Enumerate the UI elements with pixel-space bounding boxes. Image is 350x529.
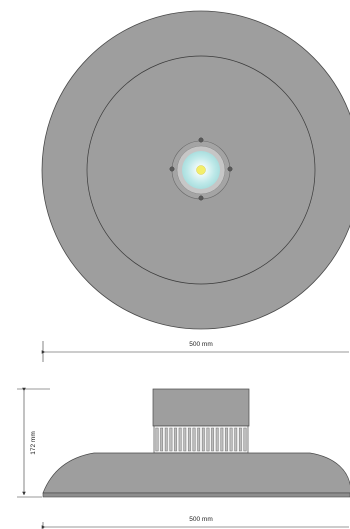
- height-dimension: 172 mm: [17, 387, 50, 498]
- screw-icon-right: [227, 166, 233, 172]
- heat-sink-fin: [238, 427, 242, 452]
- heat-sink-fin: [160, 427, 164, 452]
- heat-sink-fins: [155, 427, 247, 452]
- reflector-rim: [42, 492, 350, 498]
- heat-sink-fin: [192, 427, 196, 452]
- heat-sink-fin: [206, 427, 210, 452]
- width-dimension-bottom: 500 mm: [41, 516, 349, 529]
- width-dimension-top: 500 mm: [41, 341, 349, 362]
- heat-sink-fin: [183, 427, 187, 452]
- driver-housing: [152, 388, 250, 427]
- heat-sink-fin: [234, 427, 238, 452]
- heat-sink-fin: [174, 427, 177, 452]
- heat-sink-fin: [220, 427, 224, 452]
- heat-sink-fin: [201, 427, 205, 452]
- heat-sink-fin: [169, 427, 173, 452]
- heat-sink-fin: [155, 427, 159, 452]
- screw-icon-bottom: [198, 195, 204, 201]
- screw-icon-top: [198, 137, 204, 143]
- top-view-inner-ring: [86, 55, 316, 285]
- width-label-bottom: 500 mm: [189, 516, 212, 523]
- top-view: [41, 10, 350, 330]
- heat-sink-fin: [197, 427, 201, 452]
- side-view: [42, 388, 350, 498]
- heat-sink-fin: [225, 427, 228, 452]
- mounting-screws: [169, 137, 233, 201]
- height-label: 172 mm: [30, 431, 37, 454]
- heat-sink-fin: [211, 427, 214, 452]
- heat-sink-fin: [243, 427, 247, 452]
- reflector-dome: [42, 452, 350, 494]
- screw-icon-left: [169, 166, 175, 172]
- width-label-top: 500 mm: [189, 341, 212, 348]
- heat-sink-fin: [229, 427, 233, 452]
- heat-sink: [153, 425, 249, 454]
- heat-sink-fin: [188, 427, 191, 452]
- heat-sink-fin: [178, 427, 182, 452]
- top-view-led-core: [196, 165, 206, 175]
- heat-sink-fin: [215, 427, 219, 452]
- heat-sink-fin: [164, 427, 168, 452]
